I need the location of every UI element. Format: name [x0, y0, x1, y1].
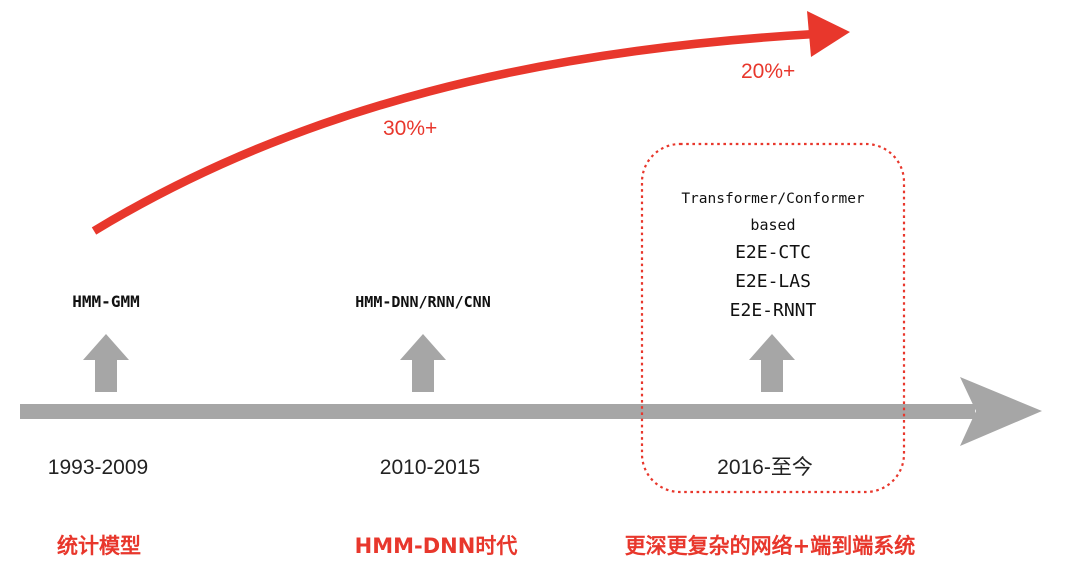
growth-label-second: 20%+ [741, 60, 796, 83]
stage-3-model-line-2: based [750, 216, 796, 234]
stage-3-model-line-1: Transformer/Conformer [681, 191, 865, 207]
e2e-highlight-box [640, 142, 906, 494]
up-arrow-stage-3 [749, 334, 795, 392]
growth-curve [91, 29, 816, 235]
stage-1-years: 1993-2009 [47, 456, 149, 479]
stage-2-model: HMM-DNN/RNN/CNN [355, 293, 491, 311]
growth-label-first: 30%+ [383, 117, 438, 140]
stage-2-era: HMM-DNN时代 [354, 534, 518, 558]
stage-1-model: HMM-GMM [72, 292, 140, 311]
stage-3-model-line-3: E2E-CTC [735, 242, 811, 263]
stage-3-models: Transformer/Conformer based E2E-CTC E2E-… [648, 186, 898, 325]
up-arrow-stage-2 [400, 334, 446, 392]
stage-3-years: 2016-至今 [717, 456, 813, 479]
stage-3-era: 更深更复杂的网络+端到端系统 [624, 534, 916, 558]
timeline-arrowhead [960, 377, 1042, 446]
up-arrow-stage-1 [83, 334, 129, 392]
stage-3-model-line-5: E2E-RNNT [729, 300, 817, 321]
timeline-axis [20, 404, 975, 419]
stage-3-model-line-4: E2E-LAS [735, 271, 811, 292]
stage-2-years: 2010-2015 [379, 456, 481, 479]
growth-curve-arrowhead [807, 11, 850, 57]
stage-1-era: 统计模型 [57, 534, 141, 558]
